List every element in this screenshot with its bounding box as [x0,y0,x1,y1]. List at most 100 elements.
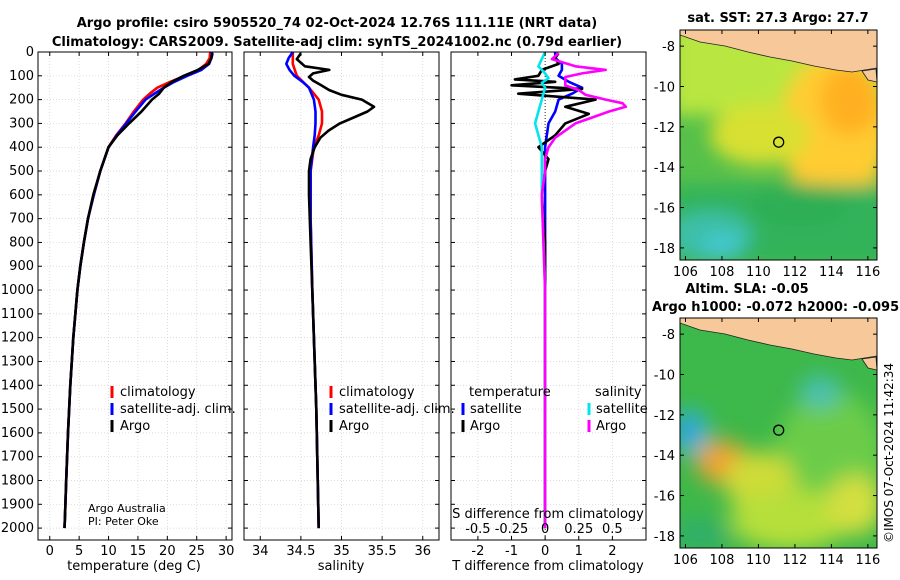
axes-frame [37,51,233,541]
map-y-tick-label: -8 [662,328,675,343]
map-x-tick-label: 106 [673,265,698,280]
map-x-tick-label: 108 [710,553,735,568]
map-y-tick-label: -12 [654,121,675,136]
credit-line1: Argo Australia [88,502,166,515]
y-tick-label: 1500 [1,402,34,417]
map-x-tick-label: 112 [783,265,808,280]
x-tick-label: 1 [575,544,583,559]
map-y-tick-label: -18 [654,242,675,257]
legend-title-temperature: temperature [469,385,551,400]
map-x-tick-label: 108 [710,265,735,280]
imos-timestamp: ©IMOS 07-Oct-2024 11:42:34 [882,363,896,543]
s-diff-tick-label: 0.5 [602,522,623,537]
map-y-tick-label: -18 [654,530,675,545]
map-y-tick-label: -12 [654,409,675,424]
difference-profile-axes: -2 -1 0 1 2 -0.5 -0.25 0 0.25 0.5 [450,51,647,559]
x-tick-label: 0 [46,544,54,559]
plot-area [451,52,646,540]
legend-label-satellite: satellite-adj. clim. [120,402,236,417]
y-tick-label: 700 [9,212,34,227]
plot-area [38,52,232,540]
sst-map-frame [679,29,878,261]
figure-title-line2: Climatology: CARS2009. Satellite-adj cli… [52,35,622,50]
difference-xlabel: T difference from climatology [451,559,644,574]
sla-map [680,318,877,548]
x-tick-label: 30 [218,544,235,559]
y-tick-label: 0 [26,45,34,60]
map-x-tick-label: 114 [819,553,844,568]
x-tick-label: 35.5 [368,544,397,559]
s-diff-tick-label: 0 [541,522,549,537]
salinity-legend: climatology satellite-adj. clim. Argo [329,385,455,434]
legend-label-argo: Argo [120,419,150,434]
sla-map-subtitle: Argo h1000: -0.072 h2000: -0.095 [652,300,899,315]
map-x-tick-label: 116 [855,265,880,280]
s-diff-tick-label: -0.25 [495,522,529,537]
map-y-tick-label: -14 [654,161,675,176]
map-y-tick-label: -10 [654,80,675,95]
x-tick-label: 20 [159,544,176,559]
salinity-profile-axes: 34 34.5 35 35.5 36 [243,51,440,559]
sla-island-east [861,356,877,371]
y-tick-label: 1800 [1,473,34,488]
sst-cool-core [702,235,742,255]
y-tick-label: 100 [9,69,34,84]
credit-line2: PI: Peter Oke [88,515,159,528]
legend-label-temp-satellite: satellite [470,402,522,417]
x-tick-label: 36 [414,544,431,559]
sst-float-marker [773,136,785,148]
sla-java-coast [680,318,877,361]
sst-map-ticks: 106 108 110 112 114 116 -8 -10 -12 -14 -16 -18 [654,30,880,280]
y-tick-label: 2000 [1,521,34,536]
y-tick-label: 1000 [1,283,34,298]
sla-map-ticks: 106 108 110 112 114 116 -8 -10 -12 -14 -16 -18 [654,318,880,568]
map-x-tick-label: 106 [673,553,698,568]
x-tick-label: 10 [100,544,117,559]
salinity-xlabel: salinity [318,559,365,574]
sla-cyan-mid [800,376,840,408]
series-line-argo [63,52,214,529]
y-tick-label: 900 [9,259,34,274]
sla-map-title: Altim. SLA: -0.05 [685,282,808,297]
map-y-tick-label: -8 [662,40,675,55]
y-tick-label: 1300 [1,354,34,369]
x-tick-label: -1 [505,544,518,559]
legend-label-temp-argo: Argo [470,419,500,434]
sst-warm-mid [710,105,810,165]
y-tick-label: 1200 [1,331,34,346]
axes-frame [450,51,647,541]
map-y-tick-label: -10 [654,368,675,383]
sla-yellow-southeast [827,475,877,535]
legend-label-sal-argo: Argo [596,419,626,434]
x-tick-label: 5 [75,544,83,559]
y-tick-label: 1400 [1,378,34,393]
y-tick-label: 300 [9,116,34,131]
y-tick-label: 500 [9,164,34,179]
x-tick-label: 34.5 [286,544,315,559]
x-tick-label: 35 [333,544,350,559]
y-tick-label: 200 [9,93,34,108]
legend-title-salinity: salinity [595,385,642,400]
sst-map [680,30,877,260]
x-tick-label: 2 [608,544,616,559]
temperature-legend: climatology satellite-adj. clim. Argo [110,385,236,434]
s-diff-tick-label: 0.25 [564,522,593,537]
y-tick-label: 1100 [1,307,34,322]
x-tick-label: 15 [130,544,147,559]
y-tick-label: 1900 [1,497,34,512]
series-line-argo [295,52,376,529]
difference-xlabel-top: S difference from climatology [452,507,644,522]
map-y-tick-label: -14 [654,449,675,464]
sla-high-south [730,490,850,548]
sst-warm-core [820,65,877,135]
x-tick-label: 34 [252,544,269,559]
map-x-tick-label: 112 [783,553,808,568]
y-tick-label: 600 [9,188,34,203]
legend-label-climatology: climatology [120,385,196,400]
sla-float-marker [773,424,785,436]
temperature-profile-axes: 0100200300400500600700800900100011001200… [1,45,234,559]
s-diff-tick-label: -0.5 [465,522,490,537]
sst-island-east [861,68,877,83]
y-tick-label: 1700 [1,450,34,465]
y-tick-label: 400 [9,140,34,155]
